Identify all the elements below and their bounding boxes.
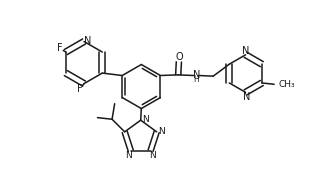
- Text: N: N: [193, 70, 200, 80]
- Text: N: N: [142, 115, 149, 124]
- Text: N: N: [242, 92, 250, 102]
- Text: F: F: [56, 43, 62, 53]
- Text: N: N: [158, 127, 165, 136]
- Text: N: N: [125, 151, 132, 160]
- Text: H: H: [194, 75, 199, 84]
- Text: N: N: [150, 151, 156, 160]
- Text: N: N: [84, 36, 92, 46]
- Text: CH₃: CH₃: [278, 80, 295, 89]
- Text: N: N: [242, 46, 249, 56]
- Text: F: F: [77, 84, 83, 94]
- Text: O: O: [175, 52, 183, 62]
